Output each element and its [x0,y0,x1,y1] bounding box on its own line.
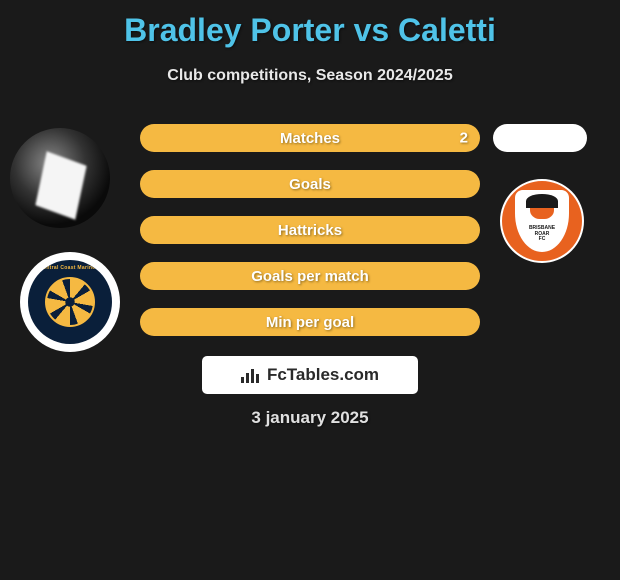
stat-label: Hattricks [278,222,342,239]
page-title: Bradley Porter vs Caletti [0,0,620,49]
player-avatar-left [10,128,110,228]
stat-bar-min-per-goal: Min per goal [140,308,480,336]
right-matches-pill [493,124,587,152]
roar-badge-text: BRISBANEROARFC [529,226,555,243]
roar-shield: BRISBANEROARFC [515,190,569,252]
mariners-swirl-icon [45,277,95,327]
roar-lion-icon [524,194,560,224]
club-badge-right: BRISBANEROARFC [500,179,584,263]
stats-container: Matches 2 Goals Hattricks Goals per matc… [140,124,480,354]
mariners-badge-inner: Central Coast Mariners [28,260,112,344]
stat-bar-goals: Goals [140,170,480,198]
stat-bar-hattricks: Hattricks [140,216,480,244]
club-badge-left: Central Coast Mariners [20,252,120,352]
stat-bar-goals-per-match: Goals per match [140,262,480,290]
mariners-badge-text: Central Coast Mariners [28,265,112,271]
date-label: 3 january 2025 [0,408,620,428]
stat-label: Matches [280,130,340,147]
stat-value-left: 2 [460,130,468,147]
stat-label: Min per goal [266,314,354,331]
fctables-label: FcTables.com [267,365,379,385]
stat-label: Goals [289,176,331,193]
fctables-bars-icon [241,367,261,383]
stat-label: Goals per match [251,268,369,285]
page-subtitle: Club competitions, Season 2024/2025 [0,67,620,85]
fctables-attribution: FcTables.com [202,356,418,394]
stat-bar-matches: Matches 2 [140,124,480,152]
